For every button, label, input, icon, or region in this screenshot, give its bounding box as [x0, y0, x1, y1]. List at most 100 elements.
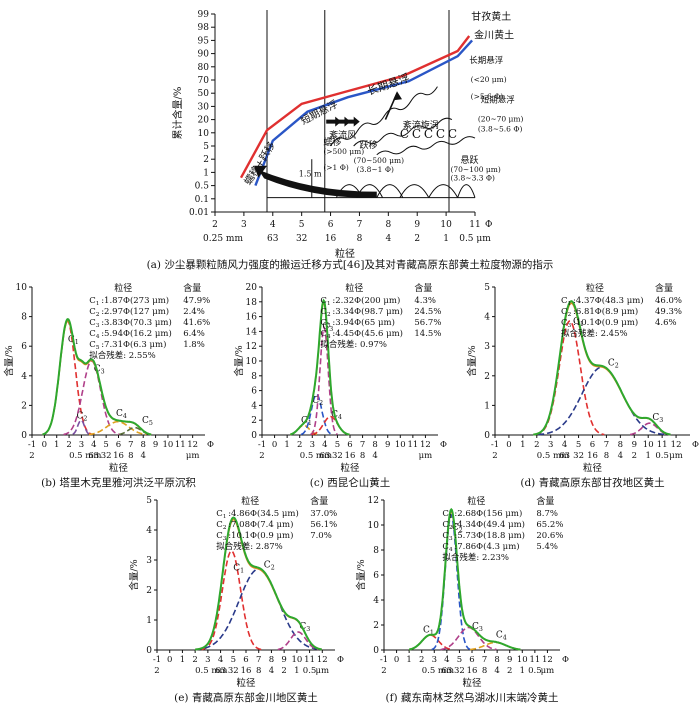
panel-e-legend-head-pct: 含量	[310, 495, 328, 507]
panel-b-x-tick-label: 8	[141, 440, 146, 450]
panel-f-legend-residual: 拟合残差: 2.23%	[442, 552, 509, 563]
panel-f-legend-comp-pct: 65.2%	[536, 520, 563, 530]
panel-a-x-um-label: 2	[414, 234, 420, 244]
panel-c-x-tick-label: 0	[272, 440, 277, 450]
panel-a-y-tick-label: 2	[203, 155, 209, 165]
panel-a-transport-arrowhead	[254, 165, 267, 178]
panel-a-series-line	[254, 39, 473, 187]
panel-b-component-label: C2	[76, 412, 87, 423]
panel-a-eddy-glyph: C	[448, 127, 457, 141]
panel-b-x-um-label: 16	[113, 451, 124, 461]
panel-b-legend-comp-size: :2.97Φ(127 μm)	[101, 306, 169, 317]
panel-c-legend-comp-label: C2	[320, 307, 331, 318]
panel-e-x-um-label: μm	[315, 666, 329, 676]
panel-a-caption: (a) 沙尘暴颗粒随风力强度的搬运迁移方式[46]及其对青藏高原东部黄土粒度物源…	[147, 258, 554, 271]
panel-b-x-um-label: 0.5 mm	[69, 451, 101, 461]
panel-d-x-um-label: 8	[604, 451, 609, 461]
panel-f-x-um-label: 1	[520, 666, 525, 676]
panel-b-x-label: 粒径	[109, 462, 129, 474]
panel-d-component-label: C2	[608, 358, 619, 369]
panel-f-x-tick-label: 12	[542, 655, 553, 665]
panel-b-x-tick-label: 3	[79, 440, 84, 450]
panel-d-x-tick-label: 4	[562, 440, 567, 450]
panel-b-legend-comp-pct: 2.4%	[183, 307, 205, 317]
panel-a-x-tick-label: 7	[357, 220, 363, 230]
panel-d-legend-comp-label: C3	[561, 318, 572, 329]
panel-e-x-tick-label: 10	[291, 655, 302, 665]
panel-f-y-tick-label: 6	[373, 571, 379, 581]
panel-f-x-tick-label: 10	[517, 655, 528, 665]
panel-c-x-um-label: 2	[259, 451, 264, 461]
panel-e-x-tick-label: 4	[218, 655, 223, 665]
panel-f-x-tick-label: 5	[457, 655, 462, 665]
panel-d-x-um-label: 1	[646, 451, 651, 461]
panel-e-x-um-label: 2	[154, 666, 159, 676]
panel-b-legend-comp-size: :1.87Φ(273 μm)	[101, 295, 169, 306]
panel-a-x-um-label: 32	[296, 234, 307, 244]
panel-d-x-tick-label: 3	[548, 440, 553, 450]
panel-c-legend-comp-pct: 4.3%	[414, 296, 436, 306]
panel-c-y-tick-label: 16	[246, 313, 258, 323]
panel-b-x-tick-label: 12	[187, 440, 198, 450]
panel-c-x-um-label: 32	[332, 451, 343, 461]
panel-a-x-tick-label: 3	[241, 220, 247, 230]
panel-c-legend-head-size: 粒径	[345, 282, 363, 294]
panel-c-legend-comp-label: C4	[320, 329, 331, 340]
panel-f-legend-comp-size: :4.34Φ(49.4 μm)	[454, 519, 525, 530]
panel-c-y-tick-label: 4	[251, 401, 257, 411]
panel-f-component-curve	[440, 626, 497, 651]
panel-d-y-tick-label: 0	[484, 431, 490, 441]
panel-c-x-label: 粒径	[340, 462, 360, 474]
panel-f-x-tick-label: 7	[482, 655, 487, 665]
panel-d-x-tick-label: 6	[590, 440, 595, 450]
panel-f-x-tick-label: 9	[507, 655, 512, 665]
panel-d-component-label: C3	[652, 413, 663, 424]
panel-b-x-tick-label: 7	[128, 440, 133, 450]
panel-a-eddy-glyph: C	[424, 127, 433, 141]
panel-f-x-um-label: 0.5 mm	[422, 666, 454, 676]
panel-f-fitted-curve	[408, 507, 521, 651]
panel-f-x-tick-label: 6	[469, 655, 474, 665]
panel-c-x-tick-label: 6	[347, 440, 352, 450]
panel-b-legend-comp-pct: 1.8%	[183, 340, 205, 350]
panel-a-x-um-label: 0.5 μm	[459, 234, 491, 244]
panel-c-y-tick-label: 12	[246, 342, 257, 352]
panel-f-y-tick-label: 0	[373, 646, 379, 656]
panel-c-y-tick-label: 0	[251, 431, 257, 441]
panel-a-x-tick-label: 6	[328, 220, 334, 230]
panel-a-x-tick-label: 2	[212, 220, 218, 230]
panel-c-x-um-label: 8	[360, 451, 365, 461]
panel-a-x-label: 粒径	[335, 247, 355, 260]
panel-f-x-um-label: 2	[507, 666, 512, 676]
panel-d-legend-comp-pct: 46.0%	[655, 296, 682, 306]
panel-d-x-um-label: 63	[559, 451, 570, 461]
panel-a-x-um-label: 0.25 mm	[203, 234, 243, 244]
panel-a-x-tick-label: 4	[270, 220, 276, 230]
panel-f-component-label: C1	[423, 626, 434, 637]
panel-b-legend-comp-pct: 41.6%	[183, 318, 210, 328]
panel-c-x-tick-label: 8	[372, 440, 377, 450]
panel-f-x-tick-label: 4	[444, 655, 449, 665]
panel-e-x-tick-label: -1	[153, 655, 161, 665]
panel-f-x-um-label: 4	[494, 666, 499, 676]
panel-a-rise-arrowhead	[393, 91, 402, 101]
panel-f-legend-comp-size: :2.68Φ(156 μm)	[454, 508, 522, 519]
panel-a-saltation-arc	[356, 184, 384, 198]
panel-d-caption: (d) 青藏高原东部甘孜地区黄土	[520, 476, 664, 489]
panel-d-y-label: 含量/%	[466, 345, 478, 376]
panel-c-legend-comp-label: C3	[320, 318, 331, 329]
panel-a-ann-suspension-phi: (3.8~3.3 Φ)	[450, 173, 495, 182]
panel-c-x-um-label: μm	[419, 451, 433, 461]
panel-f-component-curve	[431, 513, 471, 651]
panel-f-component-curve	[408, 634, 453, 651]
panel-d-y-tick-label: 4	[484, 313, 490, 323]
panel-a-y-tick-label: 95	[198, 36, 210, 46]
panel-b-component-curve	[88, 420, 147, 436]
panel-b-x-tick-label: 9	[153, 440, 158, 450]
panel-a-saltation-arc	[457, 184, 476, 198]
panel-c-x-tick-label: 10	[395, 440, 406, 450]
panel-e-component-curve	[195, 568, 322, 651]
panel-f-y-tick-label: 4	[373, 596, 379, 606]
panel-c-x-tick-label: 3	[310, 440, 315, 450]
panel-c-y-tick-label: 18	[246, 298, 258, 308]
